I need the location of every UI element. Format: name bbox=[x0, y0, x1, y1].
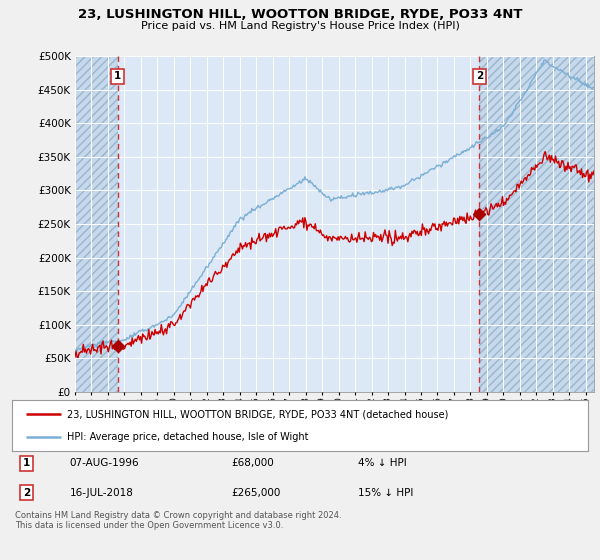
Text: 23, LUSHINGTON HILL, WOOTTON BRIDGE, RYDE, PO33 4NT: 23, LUSHINGTON HILL, WOOTTON BRIDGE, RYD… bbox=[78, 8, 522, 21]
Text: Contains HM Land Registry data © Crown copyright and database right 2024.
This d: Contains HM Land Registry data © Crown c… bbox=[15, 511, 341, 530]
Text: 2: 2 bbox=[23, 488, 30, 498]
Text: 07-AUG-1996: 07-AUG-1996 bbox=[70, 458, 139, 468]
Text: HPI: Average price, detached house, Isle of Wight: HPI: Average price, detached house, Isle… bbox=[67, 432, 308, 442]
Text: 4% ↓ HPI: 4% ↓ HPI bbox=[358, 458, 406, 468]
Text: £265,000: £265,000 bbox=[231, 488, 280, 498]
Bar bbox=[75, 56, 118, 392]
Text: Price paid vs. HM Land Registry's House Price Index (HPI): Price paid vs. HM Land Registry's House … bbox=[140, 21, 460, 31]
Bar bbox=[479, 56, 594, 392]
Text: 23, LUSHINGTON HILL, WOOTTON BRIDGE, RYDE, PO33 4NT (detached house): 23, LUSHINGTON HILL, WOOTTON BRIDGE, RYD… bbox=[67, 409, 448, 419]
Text: 1: 1 bbox=[23, 458, 30, 468]
Text: 16-JUL-2018: 16-JUL-2018 bbox=[70, 488, 133, 498]
Text: 15% ↓ HPI: 15% ↓ HPI bbox=[358, 488, 413, 498]
Text: 1: 1 bbox=[114, 71, 121, 81]
Text: 2: 2 bbox=[476, 71, 483, 81]
Text: £68,000: £68,000 bbox=[231, 458, 274, 468]
